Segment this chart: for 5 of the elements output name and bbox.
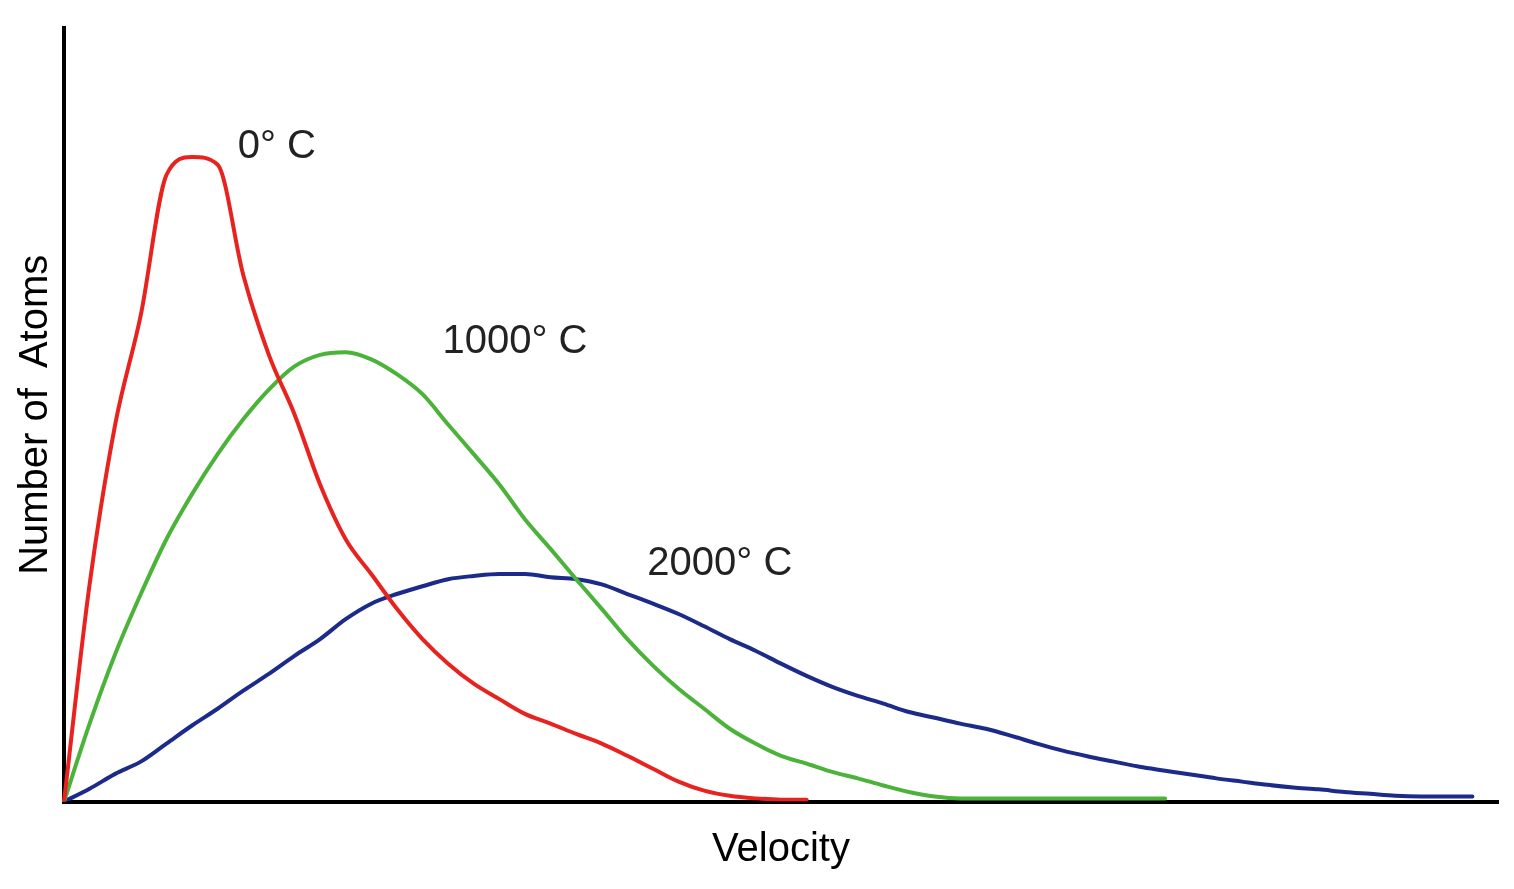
series-label: 2000° C (647, 539, 793, 584)
series-label: 1000° C (442, 317, 588, 362)
y-axis-title: Number of Atoms (11, 254, 56, 575)
series-label: 0° C (237, 121, 316, 166)
x-axis-title: Velocity (712, 825, 850, 870)
